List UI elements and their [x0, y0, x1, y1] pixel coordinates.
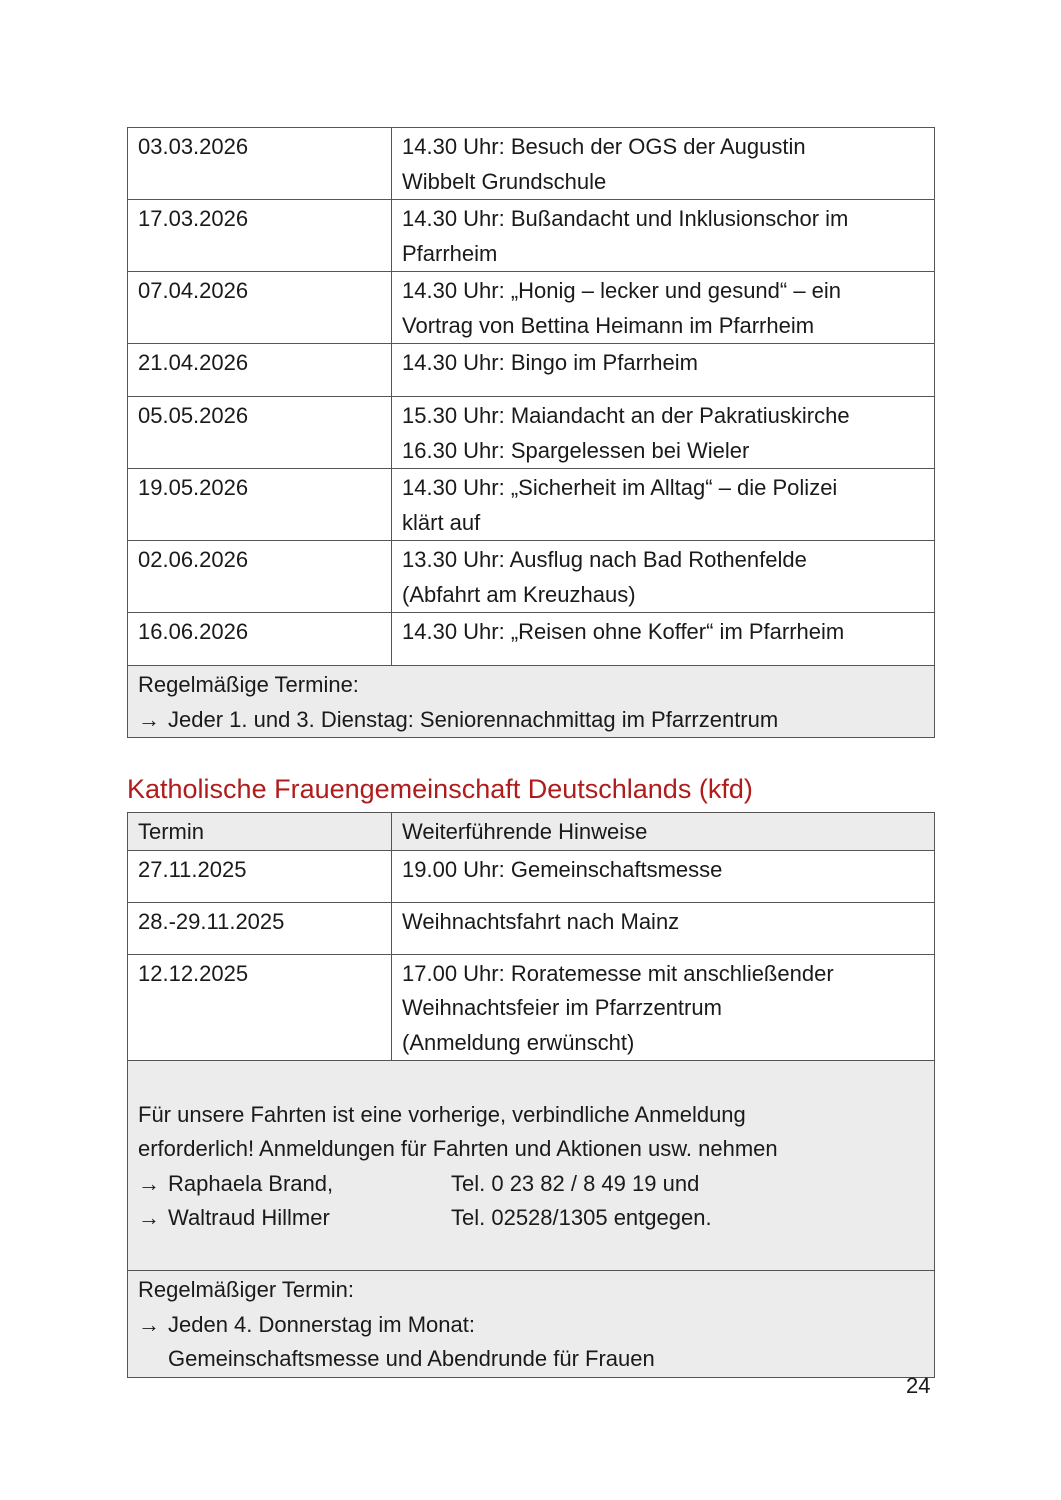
registration-note: Für unsere Fahrten ist eine vorherige, v… [138, 1101, 778, 1162]
date-cell: 21.04.2026 [127, 343, 392, 397]
event-cell: 17.00 Uhr: Roratemesse mit anschließende… [391, 953, 935, 1061]
table-row: 05.05.2026 15.30 Uhr: Maiandacht an der P… [127, 396, 935, 469]
table-row: 07.04.2026 14.30 Uhr: „Honig – lecker und… [127, 271, 935, 344]
header-notes: Weiterführende Hinweise [391, 812, 935, 851]
event-cell: 15.30 Uhr: Maiandacht an der Pakratiuski… [391, 396, 935, 469]
contact-name: Waltraud Hillmer [168, 1205, 330, 1230]
event-cell: 14.30 Uhr: Besuch der OGS der Augustin W… [391, 127, 935, 200]
table-row: 19.05.2026 14.30 Uhr: „Sicherheit im Allt… [127, 468, 935, 541]
event-cell: 13.30 Uhr: Ausflug nach Bad Rothenfelde … [391, 540, 935, 613]
date-cell: 19.05.2026 [127, 468, 392, 541]
arrow-icon: → [138, 1205, 160, 1230]
date-cell: 28.-29.11.2025 [127, 901, 392, 955]
table-row: 12.12.2025 17.00 Uhr: Roratemesse mit ans… [127, 953, 935, 1061]
date-cell: 02.06.2026 [127, 540, 392, 613]
arrow-icon: → [138, 1170, 160, 1196]
event-cell: 14.30 Uhr: Bingo im Pfarrheim [391, 343, 935, 397]
table-row: 02.06.2026 13.30 Uhr: Ausflug nach Bad Ro… [127, 540, 935, 613]
event-cell: 14.30 Uhr: „Sicherheit im Alltag“ – die … [391, 468, 935, 541]
event-cell: Weihnachtsfahrt nach Mainz [391, 901, 935, 955]
event-cell: 14.30 Uhr: Bußandacht und Inklusionschor… [391, 199, 935, 272]
date-cell: 03.03.2026 [127, 127, 392, 200]
event-cell: 14.30 Uhr: „Reisen ohne Koffer“ im Pfarr… [391, 612, 935, 666]
table-row: 28.-29.11.2025 Weihnachtsfahrt nach Mainz [127, 901, 935, 955]
table-row: 21.04.2026 14.30 Uhr: Bingo im Pfarrheim [127, 343, 935, 397]
registration-note-row: Für unsere Fahrten ist eine vorherige, v… [127, 1060, 935, 1271]
date-cell: 16.06.2026 [127, 612, 392, 666]
regular-dates-item: Jeder 1. und 3. Dienstag: Seniorennachmi… [168, 706, 779, 732]
table-row: 16.06.2026 14.30 Uhr: „Reisen ohne Koffer… [127, 612, 935, 666]
regular-date-title: Regelmäßiger Termin: [138, 1277, 355, 1302]
event-cell: 14.30 Uhr: „Honig – lecker und gesund“ –… [391, 271, 935, 344]
regular-dates-row: Regelmäßige Termine: → Jeder 1. und 3. Di… [127, 665, 935, 738]
date-cell: 27.11.2025 [127, 849, 392, 903]
senior-schedule-table: 03.03.2026 14.30 Uhr: Besuch der OGS der … [127, 127, 935, 738]
event-cell: 19.00 Uhr: Gemeinschaftsmesse [391, 849, 935, 903]
date-cell: 05.05.2026 [127, 396, 392, 469]
kfd-heading: Katholische Frauengemeinschaft Deutschla… [127, 774, 753, 804]
date-cell: 07.04.2026 [127, 271, 392, 344]
contact-phone: Tel. 0 23 82 / 8 49 19 und [451, 1170, 700, 1196]
arrow-icon: → [138, 1311, 160, 1337]
arrow-icon: → [138, 706, 160, 732]
date-cell: 12.12.2025 [127, 953, 392, 1061]
regular-date-row: Regelmäßiger Termin: → Jeden 4. Donnersta… [127, 1270, 935, 1378]
regular-date-item-detail: Gemeinschaftsmesse und Abendrunde für Fr… [168, 1346, 655, 1371]
page-number: 24 [906, 1373, 931, 1398]
regular-dates-title: Regelmäßige Termine: [138, 672, 359, 697]
table-row: 17.03.2026 14.30 Uhr: Bußandacht und Inkl… [127, 199, 935, 272]
kfd-schedule-table: Termin Weiterführende Hinweise 27.11.202… [127, 812, 935, 1378]
date-cell: 17.03.2026 [127, 199, 392, 272]
table-row: 03.03.2026 14.30 Uhr: Besuch der OGS der … [127, 127, 935, 200]
table-row: 27.11.2025 19.00 Uhr: Gemeinschaftsmesse [127, 849, 935, 903]
regular-date-item: Jeden 4. Donnerstag im Monat: [168, 1311, 475, 1337]
contact-phone: Tel. 02528/1305 entgegen. [451, 1205, 712, 1230]
table-header: Termin Weiterführende Hinweise [127, 812, 935, 851]
header-date: Termin [127, 812, 392, 851]
contact-name: Raphaela Brand, [168, 1170, 334, 1196]
